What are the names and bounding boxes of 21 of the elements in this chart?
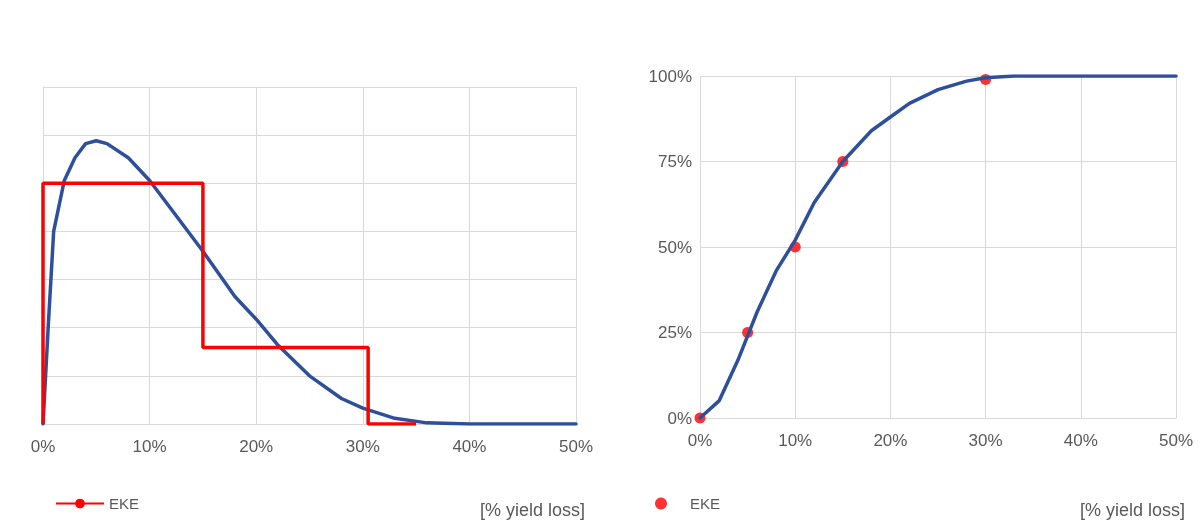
x-tick-label: 40%: [452, 437, 487, 456]
x-tick-label: 0%: [30, 437, 56, 456]
legend-label: EKE: [109, 495, 140, 512]
x-tick-label: 20%: [239, 437, 274, 456]
legend-label: EKE: [690, 495, 721, 512]
x-tick-label: 10%: [778, 431, 813, 450]
y-tick-label: 0%: [667, 408, 692, 428]
x-tick-label: 0%: [687, 431, 713, 450]
y-tick-label: 75%: [657, 152, 692, 171]
y-tick-label: 50%: [657, 237, 692, 257]
y-tick-label: 25%: [657, 323, 692, 342]
x-tick-label: 50%: [1158, 431, 1194, 450]
x-tick-label: 40%: [1063, 431, 1098, 450]
x-tick-label: 50%: [558, 437, 594, 456]
x-axis-title: [% yield loss]: [1079, 500, 1186, 520]
x-tick-label: 10%: [132, 437, 167, 456]
y-tick-label: 100%: [648, 66, 692, 86]
x-tick-label: 20%: [873, 431, 908, 450]
x-tick-label: 30%: [345, 437, 380, 456]
x-axis-title: [% yield loss]: [479, 500, 586, 520]
x-tick-label: 30%: [968, 431, 1003, 450]
